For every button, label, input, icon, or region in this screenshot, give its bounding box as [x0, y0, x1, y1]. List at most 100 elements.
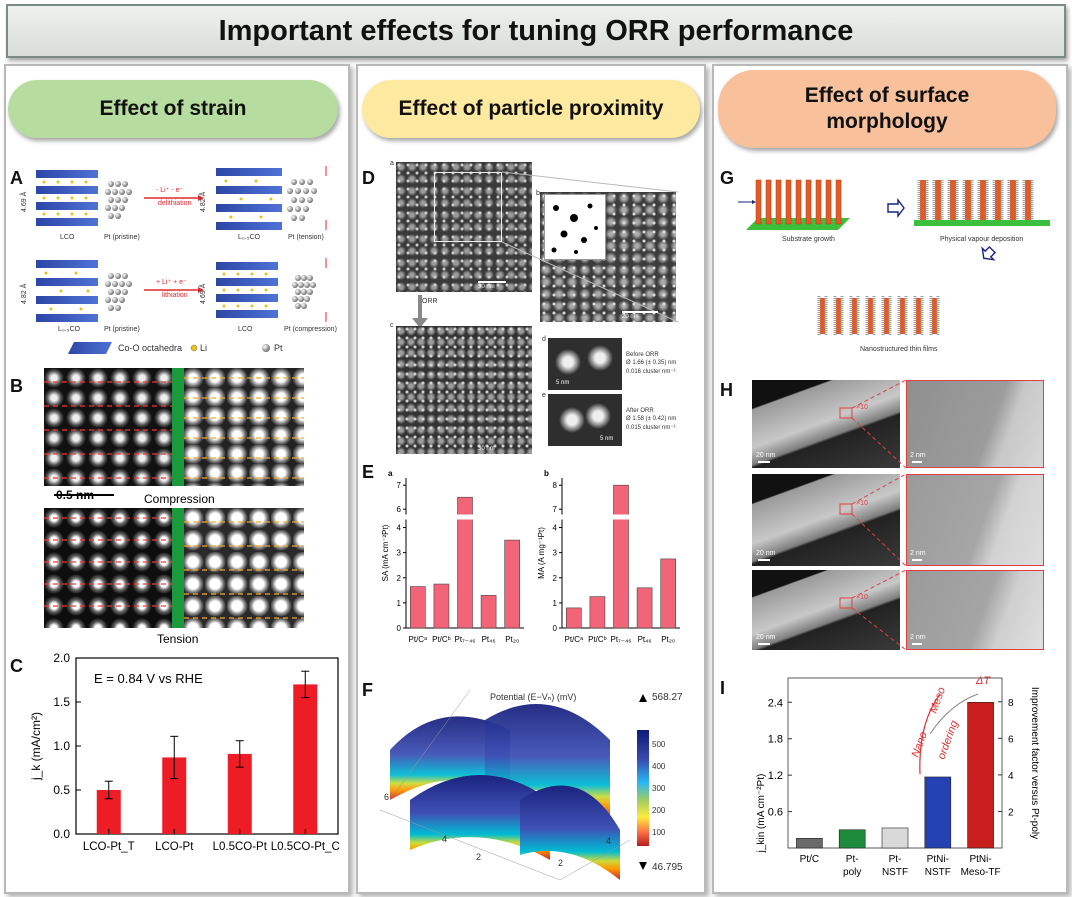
e-ytick-label: 8 [553, 481, 558, 490]
c-xtick-label: L0.5CO-Pt_C [271, 841, 340, 853]
d-sub-b: b [536, 190, 540, 197]
a-row1-arrow-bottom: delithiation [158, 200, 192, 207]
i-xtick-label: PtNi- [969, 854, 991, 865]
a-row1-arrow-top: - Li⁺ - e⁻ [156, 187, 184, 194]
h-scale-4: 2 nm [910, 550, 926, 557]
panel-letter-d: D [362, 168, 375, 188]
g-label-substrate: Substrate growth [782, 236, 835, 243]
panel-e-chart-a: a 0 1 2 3 4 6 7 SA (mA cm⁻²Pt) Pt/Cᵃ Pt/Cᵇ Pt₇₋₄₆ Pt… [381, 469, 524, 644]
e-ytick-label: 7 [553, 505, 558, 514]
i-ytick-right-label: 8 [1008, 698, 1014, 709]
a-row2-left-pt: Pt (pristine) [104, 326, 140, 333]
a-row2-dim-right: 4.69 Å [200, 283, 207, 304]
i-ytick-label: 2.4 [768, 697, 783, 709]
i-ytick-right-label: 6 [1008, 734, 1014, 745]
h-scale-6: 2 nm [910, 634, 926, 641]
f-axis-2a: 2 [476, 852, 482, 862]
header-morphology: Effect of surface morphology [718, 70, 1056, 148]
panel-letter-f: F [362, 680, 373, 700]
panel-d-inset-clusters [551, 203, 598, 254]
panel-b-bottom-divider [172, 508, 184, 628]
a-row2-arrow-top: + Li⁺ + e⁻ [156, 279, 187, 286]
d-sub-a: a [390, 160, 394, 167]
c-xtick-label: LCO-Pt_T [83, 841, 135, 853]
a-row1-dim-left: 4.69 Å [21, 191, 28, 212]
e-xtick-label: Pt₂₀ [505, 635, 519, 644]
a-row2-right-pt: Pt (compression) [284, 326, 337, 333]
f-title: Potential (E−Vₙ) (mV) [490, 692, 577, 702]
f-cbar-300: 300 [652, 784, 666, 793]
e-bar [504, 539, 520, 629]
panel-letter-h: H [720, 380, 733, 400]
i-bar [838, 829, 866, 849]
panel-letter-e: E [362, 462, 375, 482]
i-bar [796, 837, 823, 849]
e-ytick-label: 0 [397, 624, 402, 633]
i-bar [881, 827, 909, 849]
e-ytick-label: 0 [553, 624, 558, 633]
a-row1-right-label: L₀.₅CO [238, 234, 261, 241]
panel-b-bottom-right-overlay [183, 508, 304, 628]
e-bar [457, 496, 473, 629]
e-ytick-label: 7 [397, 481, 402, 490]
d-arrow-label: ORR [422, 298, 438, 305]
b-scale-label: 0.5 nm [56, 488, 95, 502]
d-sub-d: d [542, 336, 546, 343]
a-legend-octahedra: Co-O octahedra [118, 343, 183, 353]
f-axis-2b: 2 [558, 858, 564, 868]
i-xtick-label: Pt- [889, 854, 902, 865]
h-scale-5: 20 nm [756, 634, 776, 641]
d-after-3: 0.015 cluster nm⁻² [626, 425, 676, 431]
e-xtick-label: Pt₂₀ [661, 635, 675, 644]
d-before-1: Before ORR [626, 352, 659, 358]
panel-c-chart: 0.0 0.5 1.0 1.5 2.0 j_k (mA/cm²) E = 0.84 V vs… [29, 651, 340, 853]
panel-letter-g: G [720, 168, 735, 188]
e-ytick-label: 4 [553, 524, 558, 533]
panel-d-image-d [548, 338, 622, 390]
f-cbar-400: 400 [652, 762, 666, 771]
panel-h-img-3-zoom [906, 570, 1044, 650]
a-row2-right-label: LCO [238, 326, 253, 333]
panel-e-chart-b: b 0 1 2 3 4 7 8 MA (A mg⁻¹Pt) Pt/Cᵃ Pt/Cᵇ Pt₇₋₄₆ Pt₄… [537, 469, 680, 644]
f-cbar-200: 200 [652, 806, 666, 815]
d-scale-d: 5 nm [556, 380, 570, 386]
h-zoom-1: ×10 [856, 404, 868, 411]
i-bar [967, 701, 994, 849]
panel-letter-b: B [10, 376, 23, 396]
a-row2-arrow-bottom: lithiation [162, 292, 188, 299]
e-bar [409, 586, 426, 629]
i-ytick-label: 1.8 [768, 734, 783, 746]
panel-i-chart: 0.6 1.2 1.8 2.4 2 4 6 8 j_kin (mA cm⁻²Pt) Improve… [756, 675, 1040, 878]
i-ytick-right-label: 4 [1008, 771, 1014, 782]
c-ytick-label: 0.0 [53, 827, 70, 841]
a-legend-pt: Pt [274, 343, 283, 353]
e-ytick-label: 3 [553, 549, 558, 558]
panel-d-image-c [396, 326, 532, 454]
c-ytick-label: 1.5 [53, 695, 70, 709]
e-ytick-label: 2 [397, 574, 402, 583]
panel-h-img-2 [752, 474, 900, 566]
panel-f-surface [379, 689, 649, 881]
f-max: 568.27 [652, 692, 683, 703]
c-ytick-label: 1.0 [53, 739, 70, 753]
i-ylabel-right: Improvement factor versus Pt-poly [1029, 687, 1040, 839]
b-top-caption: Compression [144, 492, 215, 506]
i-xtick-label: Pt/C [800, 854, 819, 865]
a-row1-left-pt: Pt (pristine) [104, 234, 140, 241]
i-xtick-label: Pt- [846, 854, 859, 865]
f-cbar-500: 500 [652, 740, 666, 749]
h-scale-1: 20 nm [756, 452, 776, 459]
h-scale-2: 2 nm [910, 452, 926, 459]
f-axis-4b: 4 [606, 836, 612, 846]
e-xtick-label: Pt/Cᵃ [565, 635, 585, 644]
e-ytick-label: 1 [397, 599, 402, 608]
c-ylabel: j_k (mA/cm²) [29, 712, 43, 781]
a-row2-left-label: L₀.₅CO [58, 326, 81, 333]
e-bar [613, 484, 629, 629]
a-row2-dim-left: 4.82 Å [21, 283, 28, 304]
e-ytick-label: 3 [397, 549, 402, 558]
e-bar [636, 587, 653, 629]
f-axis-4a: 4 [442, 834, 448, 844]
b-bottom-caption: Tension [157, 632, 199, 646]
g-label-nstf: Nanostructured thin films [860, 346, 938, 353]
